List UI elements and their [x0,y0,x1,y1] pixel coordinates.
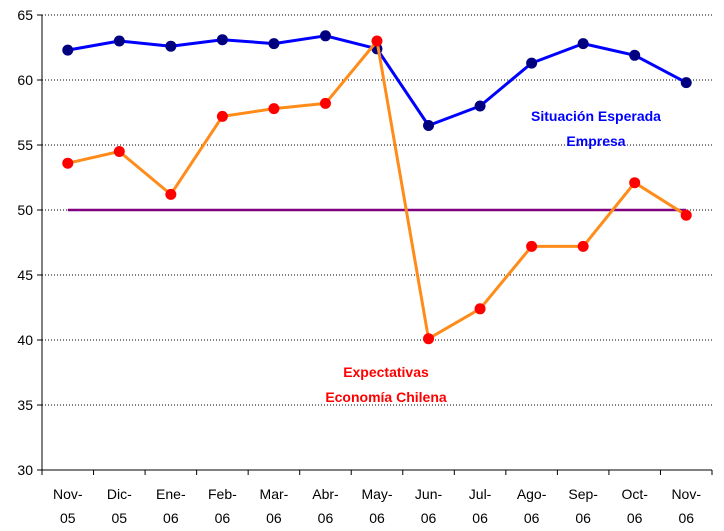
x-tick-label-9: Ago-06 [517,486,547,526]
x-tick-label-6: May-06 [361,486,392,526]
series-0-point-10 [577,38,589,50]
series-1-point-3 [216,110,228,122]
series-0-point-1 [113,35,125,47]
series-0-point-8 [474,100,486,112]
series-1-point-2 [165,188,177,200]
series-1-point-6 [371,35,383,47]
series-label-expectativas-line2: Economía Chilena [325,389,447,405]
series-0-point-4 [268,38,280,50]
x-tick-label-2: Ene-06 [156,486,186,526]
x-tick-label-11: Oct-06 [621,486,648,526]
series-0-point-2 [165,40,177,52]
series-1-point-10 [577,240,589,252]
y-tick-label-50: 50 [17,202,33,218]
y-tick-label-60: 60 [17,72,33,88]
y-tick-label-40: 40 [17,332,33,348]
x-axis-tick-labels: Nov-05 Dic-05 Ene-06 Feb-06 Mar-06 Abr-06 May-… [53,486,701,526]
x-tick-label-10: Sep-06 [568,486,598,526]
series-label-expectativas-line1: Expectativas [343,364,429,380]
series-1-point-0 [62,157,74,169]
y-tick-label-55: 55 [17,137,33,153]
y-tick-label-35: 35 [17,397,33,413]
series-0-point-11 [629,49,641,61]
series-1-point-11 [629,177,641,189]
series-1-point-9 [526,240,538,252]
x-tick-label-5: Abr-06 [312,486,339,526]
axes [37,14,713,475]
series-1-point-1 [113,146,125,157]
y-axis-tick-labels: 30 35 40 45 50 55 60 65 [17,7,33,478]
series-0-point-9 [526,57,538,69]
series-label-situacion-line2: Empresa [566,133,625,149]
x-tick-label-4: Mar-06 [260,486,289,526]
y-tick-label-45: 45 [17,267,33,283]
x-tick-label-1: Dic-05 [107,486,132,526]
series-1-line [67,39,688,341]
series-0-point-0 [62,44,74,56]
series-1-point-7 [423,333,435,345]
series-group [62,30,692,345]
x-tick-label-3: Feb-06 [208,486,237,526]
x-tick-label-7: Jun-06 [415,486,443,526]
x-tick-label-12: Nov-06 [671,486,701,526]
x-tick-label-8: Jul-06 [469,486,492,526]
y-tick-label-30: 30 [17,462,33,478]
series-1-point-5 [319,97,331,109]
y-tick-label-65: 65 [17,7,33,23]
series-0-point-5 [319,30,331,42]
x-tick-label-0: Nov-05 [53,486,83,526]
series-0-point-3 [216,34,228,46]
series-1-point-8 [474,303,486,315]
series-1-point-4 [268,103,280,115]
series-0-point-12 [680,77,692,89]
series-1-point-12 [680,209,692,221]
series-0-point-7 [423,120,435,131]
series-label-situacion-line1: Situación Esperada [531,108,661,124]
